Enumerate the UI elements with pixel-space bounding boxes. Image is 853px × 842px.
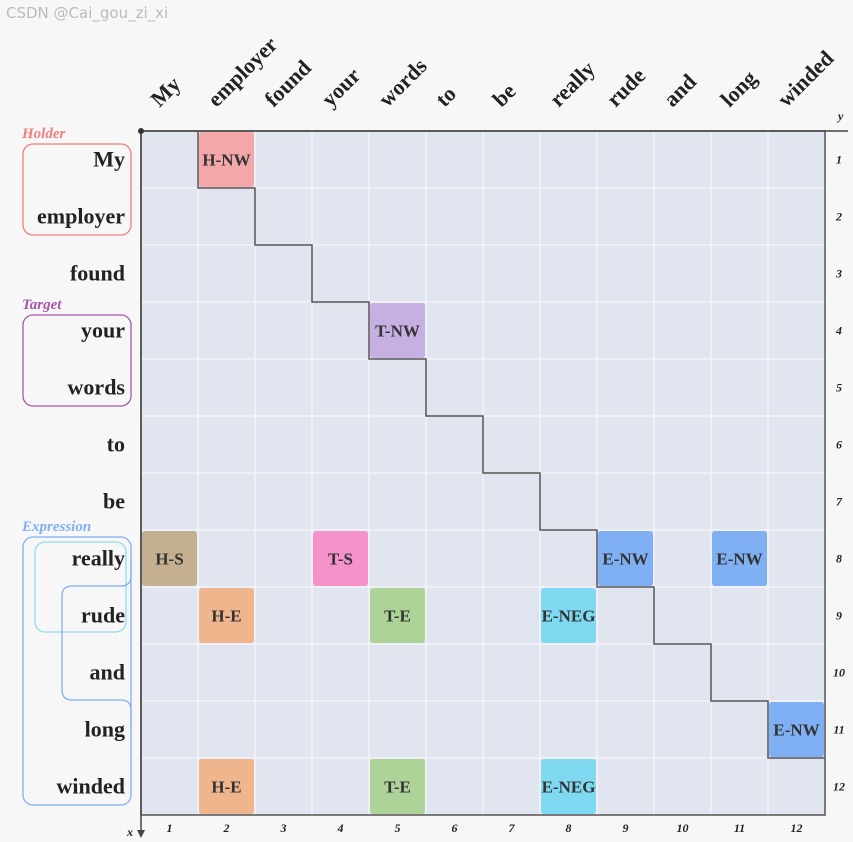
row-word: be	[103, 489, 125, 514]
row-word: found	[70, 261, 125, 286]
tag-cell	[142, 531, 197, 586]
origin-dot	[138, 128, 144, 134]
y-index: 3	[835, 267, 842, 281]
x-index: 2	[223, 821, 230, 835]
column-word: long	[715, 65, 761, 111]
tag-cell	[313, 531, 368, 586]
tag-cell	[541, 759, 596, 814]
x-index: 3	[280, 821, 287, 835]
y-index: 10	[833, 666, 845, 680]
tag-cell	[712, 531, 767, 586]
column-word: winded	[772, 45, 838, 111]
column-word: to	[430, 81, 461, 112]
x-index: 5	[395, 821, 401, 835]
x-index: 9	[623, 821, 629, 835]
column-word: words	[373, 53, 432, 112]
tag-label: T-NW	[375, 322, 420, 341]
tag-label: H-E	[211, 778, 241, 797]
tag-cell	[199, 588, 254, 643]
row-word: words	[68, 375, 126, 400]
watermark: CSDN @Cai_gou_zi_xi	[6, 4, 169, 22]
expression-span-really-rude	[34, 541, 127, 633]
y-index: 4	[835, 324, 842, 338]
row-word: long	[85, 717, 125, 742]
holder-bracket	[22, 143, 132, 236]
y-index: 1	[836, 153, 842, 167]
tag-label: E-NW	[773, 721, 819, 740]
tag-label: T-E	[384, 607, 411, 626]
tag-label: T-S	[328, 550, 353, 569]
tag-label: T-E	[384, 778, 411, 797]
tag-cell	[769, 702, 824, 757]
row-word: to	[107, 432, 125, 457]
y-axis-label: y	[836, 109, 844, 123]
y-index: 5	[836, 381, 842, 395]
tag-cell	[370, 759, 425, 814]
x-index: 4	[337, 821, 344, 835]
tag-label: H-E	[211, 607, 241, 626]
column-word: your	[316, 63, 365, 112]
x-axis-arrow-icon	[137, 830, 145, 838]
tag-cell	[541, 588, 596, 643]
row-word: really	[72, 546, 125, 571]
tag-label: E-NW	[602, 550, 648, 569]
expression-bracket	[22, 536, 132, 806]
x-index: 12	[791, 821, 803, 835]
y-index: 9	[836, 609, 842, 623]
column-word: My	[145, 71, 185, 111]
x-index: 7	[509, 821, 516, 835]
x-index: 10	[677, 821, 689, 835]
expression-span-really-long-winded	[61, 560, 132, 730]
group-label-expression: Expression	[21, 519, 91, 535]
tag-label: E-NW	[716, 550, 762, 569]
tag-label: E-NEG	[542, 778, 596, 797]
tag-cell	[370, 303, 425, 358]
tag-cell	[370, 588, 425, 643]
x-index: 6	[452, 821, 458, 835]
y-index: 8	[836, 552, 842, 566]
y-index: 12	[833, 780, 845, 794]
x-index: 11	[734, 821, 745, 835]
tag-cell	[199, 132, 254, 187]
tag-cell	[598, 531, 653, 586]
x-index: 1	[167, 821, 173, 835]
row-word: and	[90, 660, 125, 685]
y-index: 2	[835, 210, 842, 224]
y-index: 11	[833, 723, 844, 737]
target-bracket	[22, 314, 132, 407]
tag-label: E-NEG	[542, 607, 596, 626]
row-word: winded	[57, 774, 125, 799]
group-label-holder: Holder	[21, 126, 65, 142]
row-word: rude	[81, 603, 125, 628]
x-axis-label: x	[126, 825, 133, 839]
y-index: 6	[836, 438, 842, 452]
column-word: and	[658, 69, 701, 112]
row-word: employer	[37, 204, 125, 229]
x-index: 8	[566, 821, 572, 835]
column-word: rude	[601, 63, 650, 112]
staircase-boundary	[197, 131, 825, 759]
tag-cell	[199, 759, 254, 814]
y-index: 7	[836, 495, 843, 509]
tag-label: H-S	[155, 550, 183, 569]
column-word: be	[487, 78, 520, 111]
tag-label: H-NW	[202, 151, 250, 170]
group-label-target: Target	[22, 297, 62, 313]
column-word: really	[544, 56, 599, 111]
row-word: My	[93, 147, 125, 172]
row-word: your	[81, 318, 125, 343]
